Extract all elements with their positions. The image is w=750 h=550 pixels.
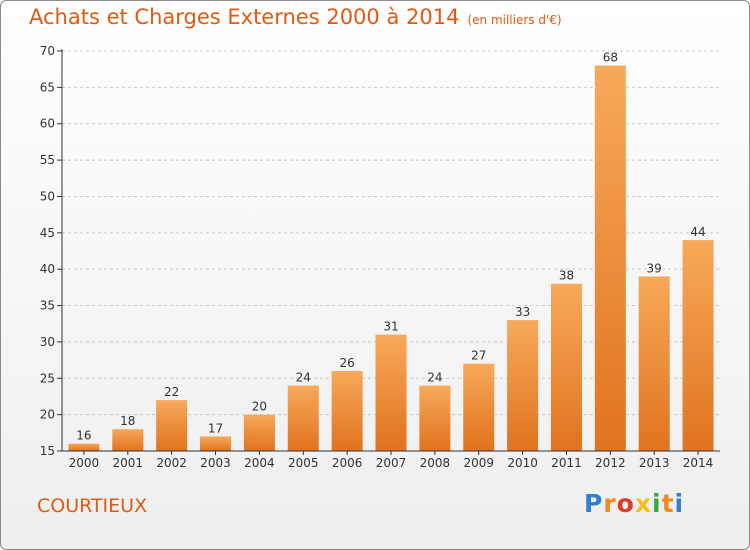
x-tick-label: 2011: [551, 456, 582, 470]
y-tick-label: 35: [40, 299, 55, 313]
bar-2004: [243, 414, 275, 451]
bar-2012: [594, 65, 626, 451]
value-label: 33: [515, 305, 530, 319]
logo-letter: i: [652, 489, 662, 518]
x-tick-label: 2002: [156, 456, 187, 470]
y-tick-label: 30: [40, 335, 55, 349]
y-tick-label: 60: [40, 117, 55, 131]
value-label: 24: [296, 371, 311, 385]
bar-2013: [638, 276, 670, 451]
value-label: 26: [339, 356, 354, 370]
y-tick-label: 45: [40, 226, 55, 240]
y-tick-label: 40: [40, 262, 55, 276]
bar-2000: [68, 443, 100, 451]
bar-2008: [419, 385, 451, 451]
y-tick-label: 50: [40, 189, 55, 203]
bar-2001: [112, 429, 144, 451]
value-label: 20: [252, 400, 267, 414]
bar-2010: [507, 320, 539, 451]
value-label: 22: [164, 385, 179, 399]
logo-letter: i: [674, 489, 685, 518]
axes: [57, 49, 720, 455]
x-tick-label: 2008: [420, 456, 451, 470]
y-tick-label: 65: [40, 80, 55, 94]
bars: [68, 65, 714, 451]
logo-letter: x: [634, 489, 652, 518]
bar-2006: [331, 371, 363, 451]
value-label: 24: [427, 371, 442, 385]
labels: 15 20 25 30 35 40 45 50 55 60 65 70 2000 16 2001 18 2002…: [40, 44, 714, 470]
value-label: 38: [559, 269, 574, 283]
bar-2002: [156, 400, 188, 451]
value-label: 17: [208, 421, 223, 435]
bar-2009: [463, 363, 495, 451]
value-label: 18: [120, 414, 135, 428]
logo-letter: P: [584, 489, 604, 518]
x-tick-label: 2000: [69, 456, 100, 470]
y-tick-label: 15: [40, 444, 55, 458]
bar-2014: [682, 240, 714, 451]
bar-2007: [375, 334, 407, 451]
y-tick-label: 70: [40, 44, 55, 58]
logo-letter: o: [616, 489, 635, 518]
x-tick-label: 2009: [463, 456, 494, 470]
value-label: 31: [383, 320, 398, 334]
y-tick-label: 25: [40, 371, 55, 385]
town-name: COURTIEUX: [37, 495, 148, 517]
logo-letter: t: [661, 489, 675, 518]
x-tick-label: 2014: [683, 456, 714, 470]
chart-title: Achats et Charges Externes 2000 à 2014 (e…: [29, 5, 562, 29]
bar-2003: [200, 436, 232, 451]
bar-2005: [287, 385, 319, 451]
x-tick-label: 2006: [332, 456, 363, 470]
bar-2011: [550, 283, 582, 451]
x-tick-label: 2010: [507, 456, 538, 470]
value-label: 44: [690, 225, 705, 239]
value-label: 39: [647, 261, 662, 275]
chart-title-text: Achats et Charges Externes 2000 à 2014: [29, 5, 460, 29]
x-tick-label: 2004: [244, 456, 275, 470]
value-label: 16: [76, 429, 91, 443]
x-tick-label: 2003: [200, 456, 231, 470]
chart-subtitle: (en milliers d'€): [467, 13, 562, 27]
y-tick-label: 55: [40, 153, 55, 167]
x-tick-label: 2013: [639, 456, 670, 470]
x-tick-label: 2005: [288, 456, 319, 470]
x-tick-label: 2001: [113, 456, 144, 470]
value-label: 68: [603, 51, 618, 65]
x-tick-label: 2012: [595, 456, 626, 470]
x-tick-label: 2007: [376, 456, 407, 470]
y-tick-label: 20: [40, 408, 55, 422]
proxiti-logo[interactable]: Proxiti: [584, 489, 684, 518]
logo-letter: r: [603, 489, 617, 518]
value-label: 27: [471, 349, 486, 363]
